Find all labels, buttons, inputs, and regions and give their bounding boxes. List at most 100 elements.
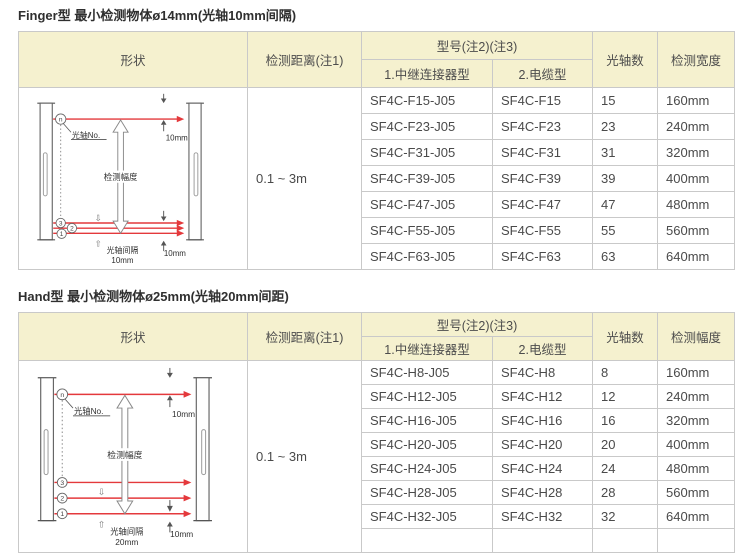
model-connector-link[interactable]: SF4C-F23-J05 (361, 113, 493, 140)
axis-no-label: 光轴No. (72, 129, 100, 139)
model-connector-link[interactable]: SF4C-H32-J05 (361, 504, 493, 529)
model-connector-link[interactable]: SF4C-F55-J05 (361, 217, 493, 244)
model-connector-link[interactable]: SF4C-H16-J05 (361, 408, 493, 433)
col-header-width: 检测宽度 (657, 31, 735, 88)
model-connector-link[interactable]: SF4C-H20-J05 (361, 432, 493, 457)
model-cable-link[interactable]: SF4C-F55 (492, 217, 593, 244)
axes-count-cell (592, 528, 658, 553)
axis-mark-1: 1 (60, 511, 64, 518)
col-header-distance: 检测距离(注1) (247, 31, 362, 88)
col-header-shape: 形状 (18, 312, 248, 361)
axis-mark-3: 3 (60, 479, 64, 486)
top-gap-dimension: 10mm (166, 133, 188, 142)
model-cable-link[interactable]: SF4C-H20 (492, 432, 593, 457)
finger-spec-table: 形状 检测距离(注1) 型号(注2)(注3) 光轴数 检测宽度 1.中继连接器型… (18, 31, 735, 270)
axes-count-cell: 16 (592, 408, 658, 433)
detection-distance-value: 0.1 ~ 3m (247, 87, 362, 270)
table-row: SF4C-F55-J05 SF4C-F55 55 560mm (19, 217, 735, 244)
col-header-axes: 光轴数 (592, 312, 658, 361)
axes-count-cell: 20 (592, 432, 658, 457)
detection-height-label: 检测幅度 (107, 448, 142, 459)
top-gap-dimension: 10mm (172, 408, 195, 418)
axis-mark-2: 2 (60, 495, 64, 502)
axis-mark-n: n (60, 391, 64, 398)
model-connector-link[interactable]: SF4C-F39-J05 (361, 165, 493, 192)
model-cable-link[interactable]: SF4C-F63 (492, 243, 593, 270)
detection-width-cell: 400mm (657, 432, 735, 457)
col-header-model-group: 型号(注2)(注3) (361, 312, 593, 337)
model-cable-link[interactable]: SF4C-H8 (492, 360, 593, 385)
model-connector-link[interactable]: SF4C-F47-J05 (361, 191, 493, 218)
col-header-connector-type: 1.中继连接器型 (361, 336, 493, 361)
detection-width-cell: 560mm (657, 480, 735, 505)
axis-pitch-value: 10mm (111, 256, 133, 265)
bottom-gap-dimension: 10mm (170, 529, 193, 539)
table-row: SF4C-H16-J05 SF4C-H16 16 320mm (19, 408, 735, 433)
beam-lines (53, 115, 185, 236)
finger-section-title: Finger型 最小检测物体ø14mm(光轴10mm间隔) (18, 8, 297, 23)
axes-count-cell: 15 (592, 87, 658, 114)
shape-diagram-cell: 检测幅度 n 3 2 1 光轴No. (18, 360, 248, 553)
model-connector-link[interactable]: SF4C-F31-J05 (361, 139, 493, 166)
detection-width-cell: 560mm (657, 217, 735, 244)
axis-mark-2: 2 (70, 225, 74, 232)
detection-width-cell: 320mm (657, 408, 735, 433)
table-row: SF4C-F47-J05 SF4C-F47 47 480mm (19, 191, 735, 218)
light-curtain-diagram: 检测幅度 n 3 2 1 光轴No. (37, 367, 212, 547)
beam-lines (54, 390, 192, 517)
axes-count-cell: 39 (592, 165, 658, 192)
pitch-down-arrow-icon: ⇩ (95, 213, 102, 223)
axis-no-label: 光轴No. (74, 405, 104, 415)
light-curtain-diagram: 检测幅度 n 3 2 1 光轴No. (37, 93, 204, 265)
model-connector-link[interactable]: SF4C-F15-J05 (361, 87, 493, 114)
model-cable-link[interactable]: SF4C-F31 (492, 139, 593, 166)
model-cable-link[interactable]: SF4C-H12 (492, 384, 593, 409)
bottom-gap-dimension: 10mm (164, 248, 186, 257)
axes-count-cell: 12 (592, 384, 658, 409)
model-cable-link[interactable]: SF4C-F39 (492, 165, 593, 192)
detection-width-cell: 400mm (657, 165, 735, 192)
pitch-up-arrow-icon: ⇧ (95, 238, 102, 248)
axes-count-cell: 28 (592, 480, 658, 505)
model-cable-link[interactable]: SF4C-F23 (492, 113, 593, 140)
detection-width-cell: 640mm (657, 243, 735, 270)
axes-count-cell: 32 (592, 504, 658, 529)
col-header-shape: 形状 (18, 31, 248, 88)
detection-width-cell: 320mm (657, 139, 735, 166)
model-connector-link[interactable]: SF4C-H8-J05 (361, 360, 493, 385)
model-connector-link[interactable]: SF4C-F63-J05 (361, 243, 493, 270)
model-connector-link[interactable]: SF4C-H24-J05 (361, 456, 493, 481)
table-row (19, 528, 735, 553)
axis-pitch-label: 光轴间隔 (107, 244, 139, 254)
axes-count-cell: 23 (592, 113, 658, 140)
model-cable-link[interactable]: SF4C-F15 (492, 87, 593, 114)
col-header-model-group: 型号(注2)(注3) (361, 31, 593, 60)
table-row: SF4C-H12-J05 SF4C-H12 12 240mm (19, 384, 735, 409)
axis-mark-1: 1 (60, 231, 64, 238)
model-cable-link[interactable]: SF4C-H16 (492, 408, 593, 433)
detection-width-cell: 640mm (657, 504, 735, 529)
table-row: SF4C-H20-J05 SF4C-H20 20 400mm (19, 432, 735, 457)
pitch-down-arrow-icon: ⇩ (98, 487, 105, 497)
model-cable-link[interactable]: SF4C-H24 (492, 456, 593, 481)
axis-mark-n: n (59, 116, 63, 123)
axes-count-cell: 8 (592, 360, 658, 385)
hand-section-title: Hand型 最小检测物体ø25mm(光轴20mm间距) (18, 289, 289, 304)
detection-width-cell: 480mm (657, 191, 735, 218)
detection-width-cell: 240mm (657, 384, 735, 409)
axes-count-cell: 63 (592, 243, 658, 270)
hand-spec-table: 形状 检测距离(注1) 型号(注2)(注3) 光轴数 检测幅度 1.中继连接器型… (18, 312, 735, 553)
model-connector-link[interactable]: SF4C-H12-J05 (361, 384, 493, 409)
model-cable-link[interactable]: SF4C-F47 (492, 191, 593, 218)
detection-distance-value: 0.1 ~ 3m (247, 360, 362, 553)
model-cable-link[interactable]: SF4C-H28 (492, 480, 593, 505)
model-cable-link[interactable]: SF4C-H32 (492, 504, 593, 529)
table-row: SF4C-H24-J05 SF4C-H24 24 480mm (19, 456, 735, 481)
model-connector-link[interactable] (361, 528, 493, 553)
table-row: 检测幅度 n 3 2 1 光轴No. (18, 360, 735, 553)
model-cable-link[interactable] (492, 528, 593, 553)
model-connector-link[interactable]: SF4C-H28-J05 (361, 480, 493, 505)
axis-pitch-label: 光轴间隔 (110, 526, 143, 536)
axis-pitch-value: 20mm (115, 537, 138, 547)
